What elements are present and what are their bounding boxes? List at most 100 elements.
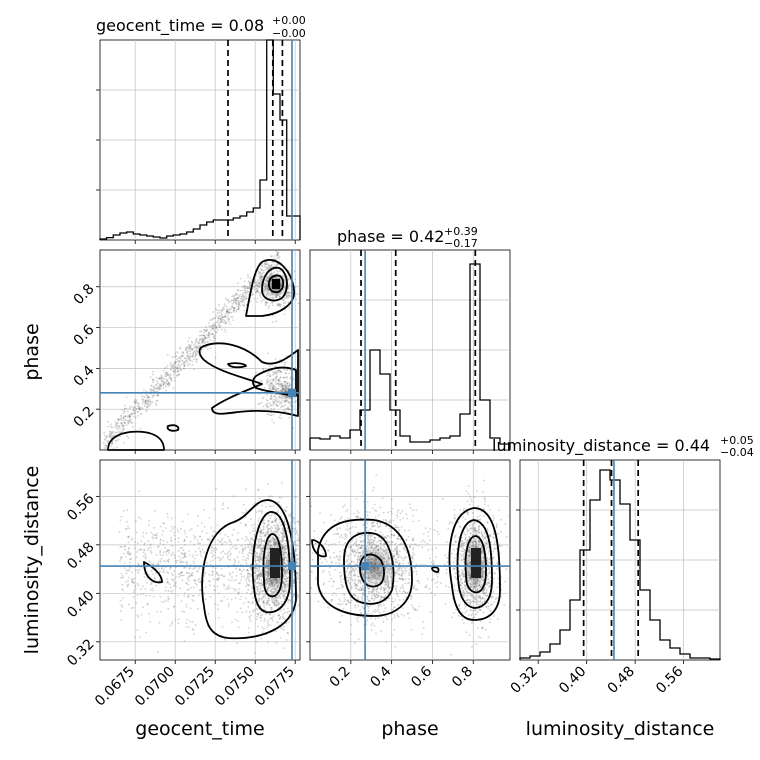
sample-point	[267, 520, 269, 522]
sample-point	[131, 422, 134, 424]
sample-point	[108, 433, 111, 436]
sample-point	[154, 509, 156, 512]
sample-point	[110, 436, 113, 439]
sample-point	[176, 370, 179, 373]
sample-point	[277, 257, 280, 259]
sample-point	[280, 600, 283, 603]
sample-point	[248, 287, 251, 290]
sample-point	[273, 421, 275, 424]
sample-point	[254, 579, 256, 582]
sample-point	[249, 593, 252, 596]
sample-point	[329, 555, 332, 558]
sample-point	[138, 569, 141, 571]
sample-point	[114, 431, 117, 434]
sample-point	[445, 557, 448, 559]
sample-point	[177, 373, 180, 376]
sample-point	[408, 568, 410, 571]
sample-point	[155, 553, 158, 556]
sample-point	[289, 516, 292, 518]
sample-point	[170, 554, 172, 556]
sample-point	[220, 328, 223, 331]
sample-point	[330, 577, 332, 580]
sample-point	[287, 294, 289, 296]
sample-point	[197, 547, 200, 550]
sample-point	[241, 511, 244, 514]
sample-point	[167, 595, 170, 598]
sample-point	[297, 604, 300, 607]
sample-point	[183, 640, 186, 643]
sample-point	[255, 372, 258, 374]
sample-point	[190, 528, 193, 530]
sample-point	[168, 552, 170, 554]
sample-point	[253, 288, 256, 290]
sample-point	[285, 295, 288, 298]
sample-point	[136, 583, 139, 585]
sample-point	[263, 539, 266, 542]
sample-point	[183, 556, 185, 559]
sample-point	[109, 430, 112, 433]
sample-point	[138, 406, 140, 409]
sample-point	[243, 304, 245, 307]
sample-point	[231, 316, 234, 319]
sample-point	[171, 589, 174, 592]
sample-point	[147, 612, 150, 615]
sample-point	[110, 435, 113, 437]
sample-point	[276, 253, 279, 256]
sample-point	[280, 385, 283, 388]
sample-point	[126, 585, 129, 588]
sample-point	[333, 551, 335, 554]
sample-point	[263, 265, 266, 268]
sample-point	[123, 442, 125, 444]
sample-point	[267, 529, 269, 531]
sample-point	[278, 534, 280, 536]
sample-point	[183, 530, 186, 532]
sample-point	[158, 388, 161, 391]
sample-point	[156, 382, 159, 385]
sample-point	[199, 553, 202, 556]
sample-point	[179, 561, 182, 563]
sample-point	[262, 594, 265, 596]
sample-point	[115, 426, 118, 429]
sample-point	[201, 340, 204, 343]
sample-point	[139, 593, 142, 596]
sample-point	[169, 373, 172, 376]
sample-point	[464, 518, 467, 521]
sample-point	[179, 356, 181, 358]
sample-point	[185, 348, 188, 351]
sample-point	[177, 550, 180, 553]
sample-point	[156, 563, 158, 565]
sample-point	[267, 406, 270, 408]
sample-point	[162, 384, 165, 387]
sample-point	[180, 354, 183, 357]
sample-point	[200, 342, 203, 345]
sample-point	[239, 607, 242, 610]
sample-point	[361, 491, 364, 493]
sample-point	[129, 558, 132, 561]
sample-point	[145, 409, 148, 412]
sample-point	[258, 282, 261, 285]
sample-point	[253, 282, 256, 284]
sample-point	[272, 388, 275, 391]
sample-point	[288, 372, 290, 375]
sample-point	[179, 559, 182, 561]
sample-point	[172, 365, 175, 368]
sample-point	[209, 319, 212, 322]
sample-point	[435, 573, 438, 575]
sample-point	[152, 388, 155, 391]
sample-point	[123, 567, 126, 570]
sample-point	[232, 546, 234, 548]
sample-point	[122, 430, 125, 432]
sample-point	[177, 363, 180, 365]
sample-point	[257, 271, 260, 274]
title-geocent_time-sup: +0.00	[272, 14, 306, 27]
sample-point	[183, 361, 186, 364]
sample-point	[128, 416, 131, 419]
sample-point	[283, 535, 285, 537]
sample-point	[165, 381, 167, 384]
sample-point	[202, 580, 205, 583]
sample-point	[293, 522, 296, 525]
sample-point	[227, 506, 229, 509]
sample-point	[245, 582, 248, 584]
sample-point	[410, 594, 412, 597]
sample-point	[193, 562, 196, 565]
